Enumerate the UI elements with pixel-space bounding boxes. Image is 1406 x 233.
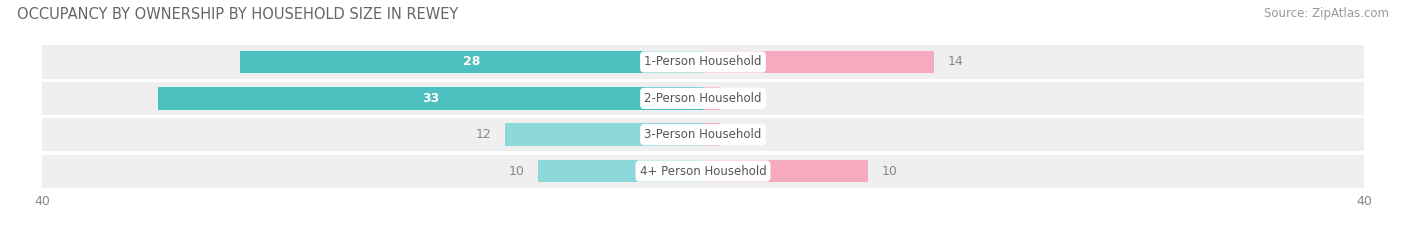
Text: 1: 1 [733,92,741,105]
Text: 1-Person Household: 1-Person Household [644,55,762,69]
Bar [42,45,1364,79]
Bar [42,154,1364,188]
Text: 10: 10 [509,164,524,178]
Text: Source: ZipAtlas.com: Source: ZipAtlas.com [1264,7,1389,20]
Text: 12: 12 [475,128,492,141]
Bar [703,51,934,73]
Text: 3-Person Household: 3-Person Household [644,128,762,141]
Text: 4+ Person Household: 4+ Person Household [640,164,766,178]
Text: 10: 10 [882,164,897,178]
Bar [703,87,720,110]
Text: OCCUPANCY BY OWNERSHIP BY HOUSEHOLD SIZE IN REWEY: OCCUPANCY BY OWNERSHIP BY HOUSEHOLD SIZE… [17,7,458,22]
Bar [42,118,1364,151]
Bar [703,160,868,182]
Text: 2-Person Household: 2-Person Household [644,92,762,105]
Bar [157,87,703,110]
Bar [42,82,1364,115]
Text: 14: 14 [948,55,963,69]
Bar [505,123,703,146]
Bar [537,160,703,182]
Text: 1: 1 [733,128,741,141]
Bar [703,123,720,146]
Text: 28: 28 [463,55,481,69]
Text: 33: 33 [422,92,439,105]
Bar [240,51,703,73]
